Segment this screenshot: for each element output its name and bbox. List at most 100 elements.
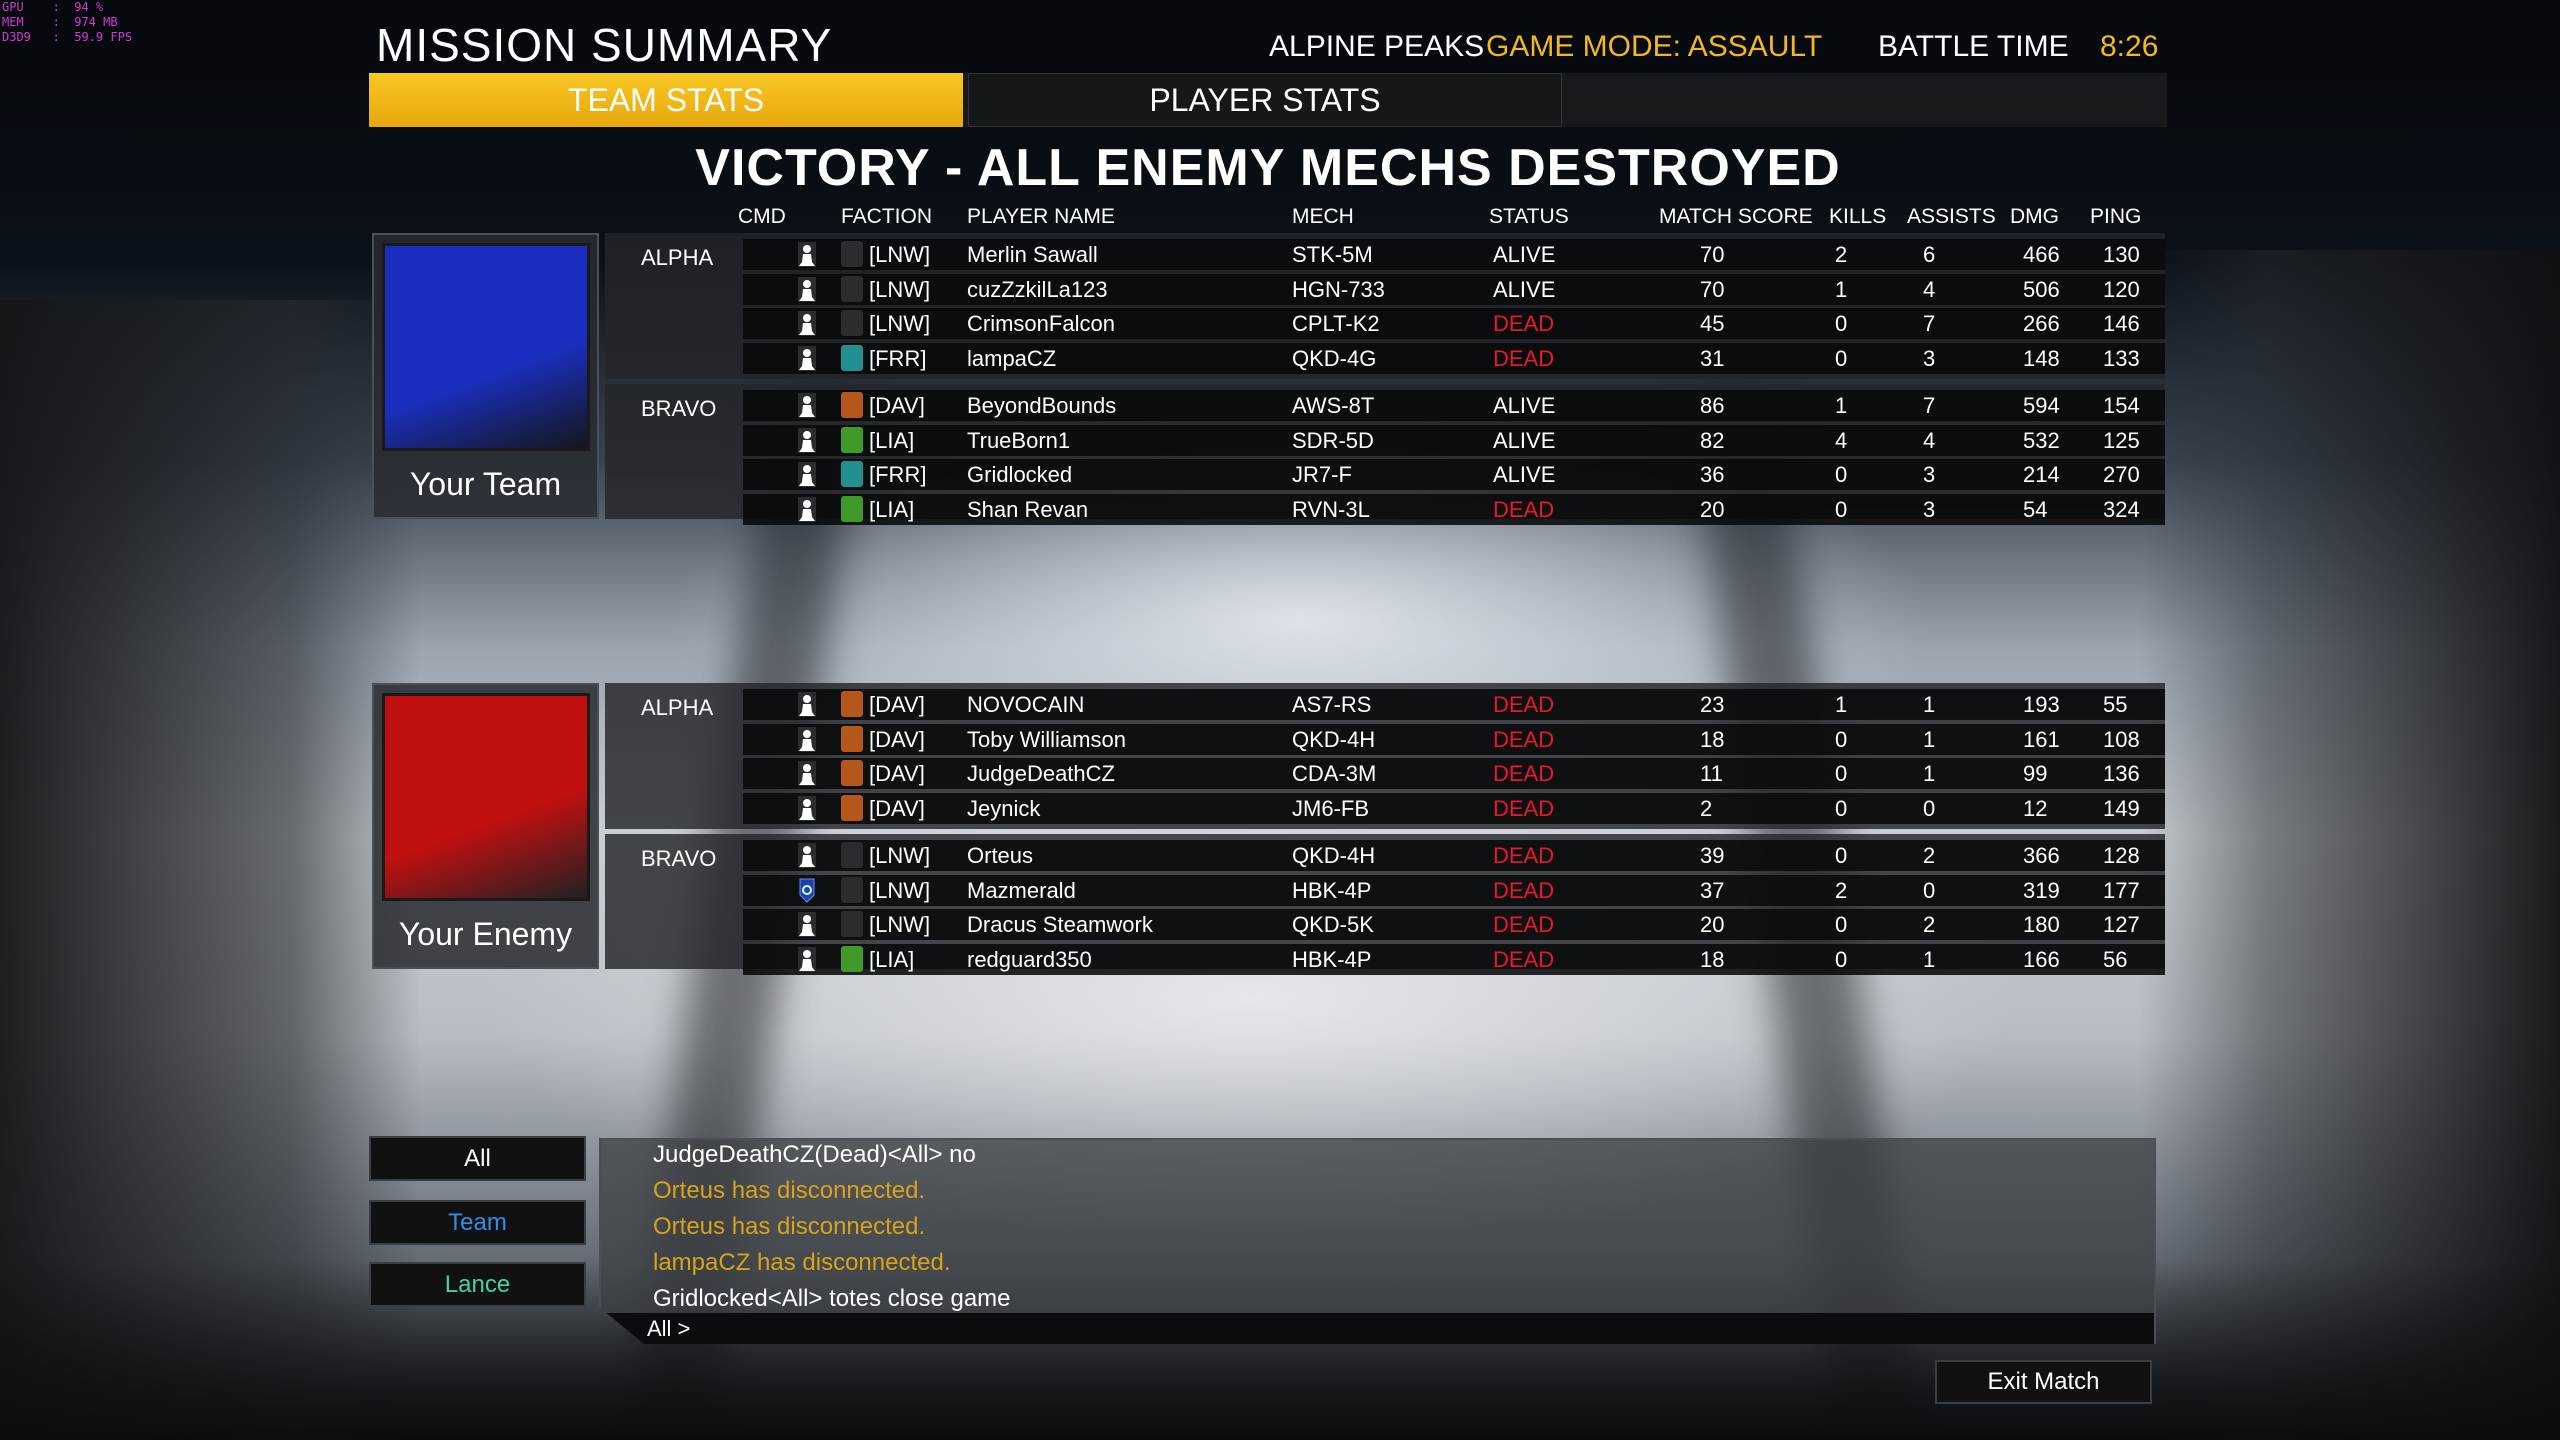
cockpit-frame-left	[0, 300, 420, 1440]
status: DEAD	[1493, 311, 1555, 336]
assists: 7	[1923, 311, 1936, 336]
match-score: 45	[1700, 311, 1725, 336]
chat-line: lampaCZ has disconnected.	[653, 1249, 951, 1276]
mech-name: QKD-4H	[1292, 726, 1376, 752]
damage: 319	[2023, 877, 2060, 903]
damage: 193	[2023, 692, 2060, 717]
player-name: Shan Revan	[967, 496, 1089, 522]
faction-tag: [DAV]	[869, 393, 925, 418]
ping: 130	[2103, 242, 2140, 267]
faction-icon	[841, 310, 863, 336]
table-row[interactable]: [LNW] Merlin Sawall STK-5M ALIVE 70 2 6 466 130	[743, 239, 2165, 270]
player-name: NOVOCAIN	[967, 692, 1085, 717]
mech-name: SDR-5D	[1292, 427, 1374, 453]
player-icon	[798, 345, 816, 371]
chat-input[interactable]: All >	[601, 1313, 2154, 1344]
chat-channel-all[interactable]: All	[369, 1136, 586, 1181]
damage: 466	[2023, 242, 2060, 267]
status: ALIVE	[1493, 276, 1556, 302]
table-row[interactable]: [LIA] redguard350 HBK-4P DEAD 18 0 1 166 56	[743, 943, 2165, 975]
damage: 266	[2023, 311, 2060, 336]
status: ALIVE	[1493, 393, 1556, 418]
player-icon	[798, 761, 816, 786]
table-row[interactable]: [FRR] Gridlocked JR7-F ALIVE 36 0 3 214 270	[743, 459, 2165, 490]
table-row[interactable]: [DAV] Jeynick JM6-FB DEAD 2 0 0 12 149	[743, 792, 2165, 824]
ping: 55	[2103, 692, 2128, 717]
table-row[interactable]: [LNW] Orteus QKD-4H DEAD 39 0 2 366 128	[743, 840, 2165, 871]
status: DEAD	[1493, 912, 1555, 937]
faction-icon	[841, 241, 863, 267]
player-name: Orteus	[967, 843, 1034, 868]
table-row[interactable]: [FRR] lampaCZ QKD-4G DEAD 31 0 3 148 133	[743, 342, 2165, 374]
player-name: lampaCZ	[967, 345, 1057, 371]
match-result: VICTORY - ALL ENEMY MECHS DESTROYED	[695, 139, 1841, 197]
faction-icon	[841, 495, 863, 522]
status: ALIVE	[1493, 242, 1556, 267]
table-row[interactable]: [LIA] Shan Revan RVN-3L DEAD 20 0 3 54 324	[743, 493, 2165, 525]
player-name: Gridlocked	[967, 462, 1073, 487]
player-name: redguard350	[967, 946, 1092, 972]
player-name: Jeynick	[967, 795, 1041, 821]
match-score: 2	[1700, 795, 1713, 821]
match-score: 31	[1700, 345, 1725, 371]
battle-time: 8:26	[2100, 30, 2159, 63]
match-score: 70	[1700, 276, 1725, 302]
table-row[interactable]: [DAV] BeyondBounds AWS-8T ALIVE 86 1 7 594 154	[743, 390, 2165, 421]
chat-channel-lance[interactable]: Lance	[369, 1262, 586, 1307]
faction-tag: [LIA]	[869, 946, 915, 972]
table-row[interactable]: [LNW] Mazmerald HBK-4P DEAD 37 2 0 319 177	[743, 874, 2165, 906]
damage: 594	[2023, 393, 2060, 418]
faction-tag: [DAV]	[869, 692, 925, 717]
table-row[interactable]: [LNW] cuzZzkilLa123 HGN-733 ALIVE 70 1 4 506 120	[743, 273, 2165, 305]
chat-panel: JudgeDeathCZ(Dead)<All> no Orteus has di…	[599, 1138, 2156, 1344]
faction-icon	[841, 691, 863, 717]
table-row[interactable]: [LIA] TrueBorn1 SDR-5D ALIVE 82 4 4 532 125	[743, 424, 2165, 456]
assists: 6	[1923, 242, 1936, 267]
status: DEAD	[1493, 877, 1555, 903]
kills: 0	[1835, 345, 1848, 371]
lance-label: BRAVO	[641, 396, 717, 421]
assists: 4	[1923, 276, 1936, 302]
faction-tag: [LNW]	[869, 276, 931, 302]
faction-icon	[841, 842, 863, 868]
assists: 2	[1923, 843, 1936, 868]
debug-gpu: GPU : 94 %	[2, 0, 104, 14]
lance-label: BRAVO	[641, 846, 717, 871]
col-mech: MECH	[1292, 205, 1354, 228]
faction-tag: [FRR]	[869, 345, 927, 371]
match-score: 20	[1700, 496, 1725, 522]
status: DEAD	[1493, 496, 1555, 522]
kills: 0	[1835, 795, 1848, 821]
assists: 7	[1923, 393, 1936, 418]
faction-tag: [LNW]	[869, 843, 931, 868]
assists: 1	[1923, 726, 1936, 752]
mech-name: STK-5M	[1292, 242, 1373, 267]
table-row[interactable]: [DAV] Toby Williamson QKD-4H DEAD 18 0 1 161 108	[743, 723, 2165, 755]
your-team-box: Your Team	[372, 233, 599, 519]
table-row[interactable]: [DAV] NOVOCAIN AS7-RS DEAD 23 1 1 193 55	[743, 689, 2165, 720]
faction-icon	[841, 344, 863, 371]
damage: 148	[2023, 345, 2060, 371]
player-name: TrueBorn1	[967, 427, 1071, 453]
faction-tag: [DAV]	[869, 761, 925, 786]
table-row[interactable]: [LNW] Dracus Steamwork QKD-5K DEAD 20 0 2 180 12…	[743, 909, 2165, 940]
chat-line: Gridlocked<All> totes close game	[653, 1285, 1011, 1312]
kills: 2	[1835, 242, 1848, 267]
chat-channel-team[interactable]: Team	[369, 1200, 586, 1245]
tab-player-stats[interactable]: PLAYER STATS	[968, 73, 1562, 127]
player-name: BeyondBounds	[967, 393, 1117, 418]
chat-input-prefix: All >	[647, 1316, 691, 1341]
match-score: 37	[1700, 877, 1725, 903]
col-cmd: CMD	[738, 205, 786, 228]
damage: 506	[2023, 276, 2060, 302]
match-score: 36	[1700, 462, 1725, 487]
table-row[interactable]: [LNW] CrimsonFalcon CPLT-K2 DEAD 45 0 7 266 146	[743, 308, 2165, 339]
mech-name: QKD-4H	[1292, 843, 1376, 868]
cockpit-frame-right	[2140, 250, 2560, 1440]
chat-channel-label: Team	[448, 1208, 507, 1236]
exit-match-button[interactable]: Exit Match	[1935, 1360, 2152, 1404]
status: DEAD	[1493, 795, 1555, 821]
tab-team-stats[interactable]: TEAM STATS	[369, 73, 963, 127]
table-row[interactable]: [DAV] JudgeDeathCZ CDA-3M DEAD 11 0 1 99 136	[743, 758, 2165, 789]
col-dmg: DMG	[2010, 205, 2059, 228]
